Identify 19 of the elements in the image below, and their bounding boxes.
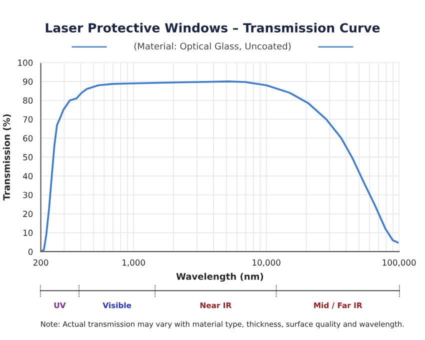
y-tick-label: 100 xyxy=(18,60,33,66)
y-tick-label: 0 xyxy=(28,248,33,255)
x-axis-title: Wavelength (nm) xyxy=(176,272,264,282)
x-tick-label: 200 xyxy=(33,259,48,266)
y-tick-label: 80 xyxy=(23,97,33,104)
y-tick-label: 70 xyxy=(23,116,33,123)
chart-subtitle: (Material: Optical Glass, Uncoated) xyxy=(134,42,291,52)
x-tick-label: 100,000 xyxy=(382,259,416,267)
y-tick-label: 90 xyxy=(23,78,33,85)
x-tick-label: 1,000 xyxy=(122,259,145,267)
y-tick-label: 30 xyxy=(23,192,33,198)
y-tick-label: 60 xyxy=(23,135,33,142)
y-axis-title: Transmission (%) xyxy=(2,114,12,200)
x-tick-label: 10,000 xyxy=(252,259,280,267)
y-tick-label: 50 xyxy=(23,154,33,160)
y-tick-label: 40 xyxy=(22,172,33,180)
y-tick-label: 20 xyxy=(23,210,33,218)
chart-title: Laser Protective Windows – Transmission Curve xyxy=(46,22,380,33)
y-tick-label: 10 xyxy=(23,230,33,236)
